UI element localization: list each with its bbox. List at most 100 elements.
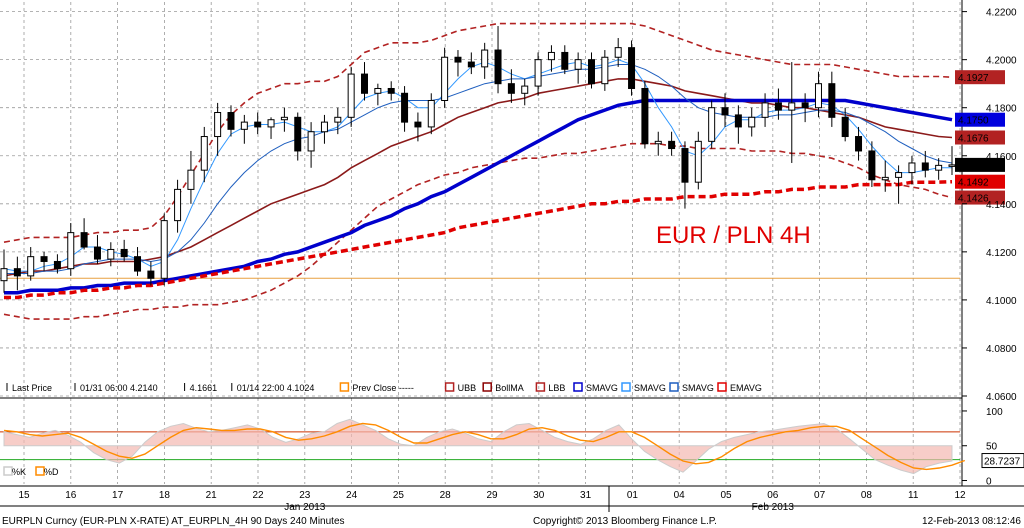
candle-body xyxy=(107,248,115,260)
candle-body xyxy=(921,162,929,171)
y-tick-label: 4.1000 xyxy=(986,296,1017,307)
candle-body xyxy=(427,100,435,128)
x-tick-label: 21 xyxy=(206,490,218,501)
x-tick-label: 04 xyxy=(674,490,686,501)
candle-body xyxy=(134,256,142,272)
x-tick-label: 15 xyxy=(18,490,30,501)
candle-body xyxy=(654,140,662,145)
candle-body xyxy=(414,121,422,128)
oscillator-legend-label: %K xyxy=(12,467,26,477)
value-tag xyxy=(955,70,1005,85)
x-tick-label: 28 xyxy=(440,490,452,501)
candle-body xyxy=(628,47,636,89)
candle-body xyxy=(227,112,235,130)
candles xyxy=(0,26,956,293)
candle-body xyxy=(721,107,729,116)
value-tag-label: 4.1676 xyxy=(958,133,989,144)
candle-body xyxy=(881,176,889,181)
candle-body xyxy=(240,121,248,130)
instrument-label: EURPLN Curncy (EUR-PLN X-RATE) AT_EURPLN… xyxy=(2,516,345,527)
x-tick-label: 12 xyxy=(954,490,966,501)
candle-body xyxy=(454,56,462,63)
oscillator-k-area xyxy=(3,418,953,475)
oscillator-y-tick-label: 0 xyxy=(986,477,992,488)
value-tag xyxy=(955,112,1005,127)
legend-swatch xyxy=(535,382,546,392)
value-tag-label: 4.1750 xyxy=(958,116,989,127)
candle-body xyxy=(347,73,355,118)
candle-body xyxy=(320,121,328,133)
x-tick-label: 22 xyxy=(252,490,264,501)
legend: Last Price 01/31 06:00 4.2140 4.1661 01/14 … xyxy=(6,382,762,393)
candle-body xyxy=(841,116,849,138)
candle-body xyxy=(708,107,716,142)
legend-label: 01/14 22:00 4.1024 xyxy=(237,383,315,393)
candle-body xyxy=(935,164,943,171)
x-axis: 15 16 17 18 21 22 23 24 25 28 29 30 31 01 04 05 06 07 08 11… xyxy=(18,486,966,513)
legend-swatch xyxy=(669,382,679,392)
x-period-label: Jan 2013 xyxy=(284,502,326,513)
candle-body xyxy=(187,169,195,190)
x-tick-label: 07 xyxy=(814,490,826,501)
candle-body xyxy=(561,51,569,70)
oscillator-legend-label: %D xyxy=(44,467,59,477)
candle-body xyxy=(855,136,863,152)
candle-body xyxy=(160,220,168,279)
candle-body xyxy=(614,47,622,58)
candle-body xyxy=(361,73,369,94)
value-tags: 4.1927 4.1750 4.1676 4.1562 4.1492 4.1426 xyxy=(955,70,1005,205)
legend-swatch xyxy=(339,382,350,392)
candle-body xyxy=(507,83,515,94)
x-tick-label: 17 xyxy=(112,490,124,501)
legend-label: EMAVG xyxy=(730,383,762,393)
candle-body xyxy=(214,112,222,138)
legend-label: 4.1661 xyxy=(190,383,218,393)
candle-body xyxy=(801,102,809,109)
candle-body xyxy=(307,131,315,152)
candle-body xyxy=(67,232,75,270)
x-tick-label: 25 xyxy=(393,490,405,501)
legend-swatch xyxy=(621,382,631,392)
candle-body xyxy=(534,59,542,87)
y-tick-label: 4.1400 xyxy=(986,200,1017,211)
legend-label: LBB xyxy=(548,383,565,393)
legend-swatch xyxy=(482,382,492,392)
series-line-smavg xyxy=(4,98,953,295)
legend-label: SMAVG xyxy=(586,383,618,393)
candle-body xyxy=(814,83,822,109)
value-tag-label: 4.1492 xyxy=(958,178,989,189)
series-line-lbb xyxy=(3,142,953,320)
candle-body xyxy=(254,121,262,128)
candle-body xyxy=(80,232,88,248)
x-tick-label: 16 xyxy=(65,490,77,501)
value-tag-label: 4.1426 xyxy=(958,194,989,205)
candle-body xyxy=(761,102,769,118)
value-tag-label: 4.1927 xyxy=(958,73,989,84)
candle-body xyxy=(895,172,903,178)
candle-body xyxy=(441,56,449,101)
oscillator-last-tag xyxy=(981,453,1024,469)
candle-body xyxy=(27,256,35,277)
grid xyxy=(0,0,1024,507)
x-tick-label: 24 xyxy=(346,490,358,501)
legend-label: BollMA xyxy=(495,383,524,393)
y-tick-label: 4.0800 xyxy=(986,344,1017,355)
y-tick-label: 4.1200 xyxy=(986,248,1017,259)
candle-body xyxy=(694,140,702,183)
legend-label: SMAVG xyxy=(634,383,666,393)
value-tag xyxy=(955,130,1005,145)
legend-label: 01/31 06:00 4.2140 xyxy=(80,383,158,393)
copyright-label: Copyright© 2013 Bloomberg Finance L.P. xyxy=(533,516,717,527)
candle-body xyxy=(521,85,529,94)
legend-swatch xyxy=(717,382,727,392)
candle-body xyxy=(93,246,101,260)
candle-body xyxy=(587,59,595,85)
candle-body xyxy=(547,51,555,61)
candle-body xyxy=(147,270,155,279)
candle-body xyxy=(467,61,475,68)
x-tick-label: 05 xyxy=(720,490,732,501)
x-tick-label: 01 xyxy=(627,490,639,501)
candle-body xyxy=(774,102,782,111)
legend-swatch xyxy=(573,382,583,392)
timestamp-label: 12-Feb-2013 08:12:46 xyxy=(922,516,1021,527)
